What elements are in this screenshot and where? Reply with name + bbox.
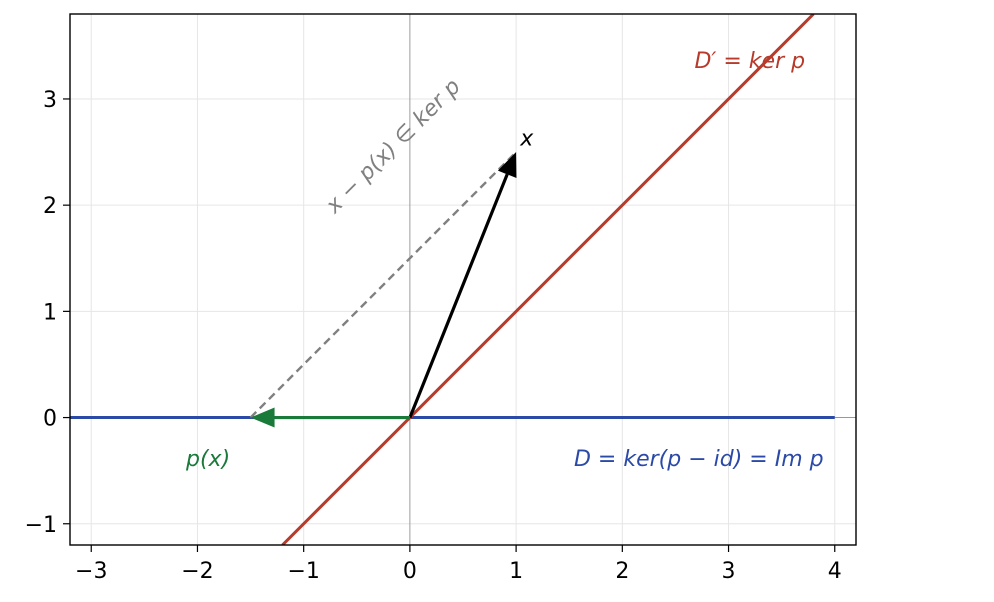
ticks: −3 −2 −1 0 1 2 3 4 −1 0 1 2 3 — [25, 88, 842, 584]
plot-area — [70, 14, 835, 545]
x-tick-label: −2 — [181, 559, 213, 584]
x-tick-label: 0 — [403, 559, 417, 584]
x-tick-label: 2 — [615, 559, 629, 584]
annotation-label-1: D = ker(p − id) = Im p — [574, 447, 824, 472]
series-line-1 — [281, 14, 815, 545]
x-tick-label: 4 — [828, 559, 842, 584]
y-tick-label: 0 — [43, 407, 57, 432]
dashed-difference-line — [249, 151, 517, 419]
annotation-label-0: D′ = ker p — [694, 49, 805, 74]
x-tick-label: 1 — [509, 559, 523, 584]
annotation-label-3: x — [519, 126, 534, 151]
y-tick-label: 2 — [43, 194, 57, 219]
annotation-label-2: p(x) — [185, 447, 230, 472]
vector-x-shaft — [408, 173, 509, 419]
x-tick-label: −3 — [75, 559, 107, 584]
x-tick-label: 3 — [722, 559, 736, 584]
x-tick-label: −1 — [287, 559, 319, 584]
axes-frame — [69, 13, 857, 546]
vector-x-arrowhead — [497, 152, 517, 179]
y-tick-label: −1 — [25, 513, 57, 538]
vector-px-arrowhead — [250, 407, 275, 428]
y-tick-label: 1 — [43, 300, 57, 325]
y-tick-label: 3 — [43, 88, 57, 113]
